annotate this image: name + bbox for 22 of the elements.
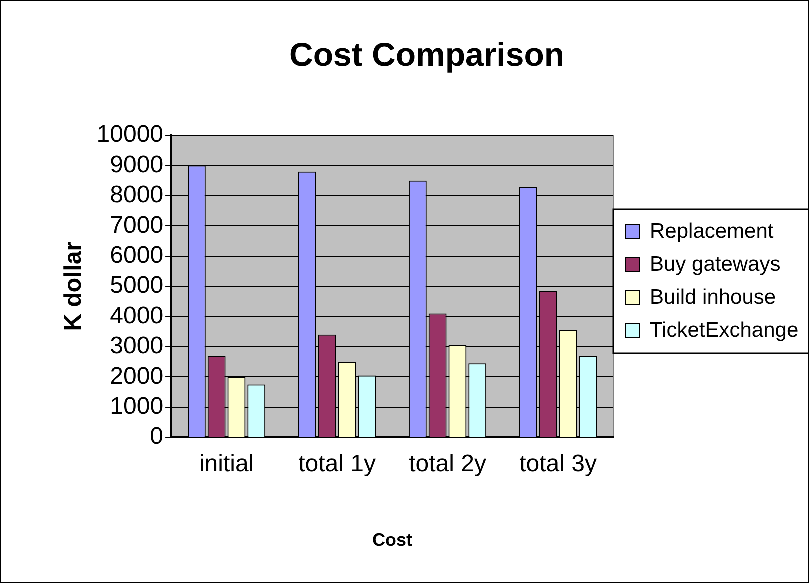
y-axis-title: K dollar (60, 242, 88, 332)
chart-title: Cost Comparison (289, 36, 565, 73)
legend-label: TicketExchange (650, 318, 799, 342)
y-tick-label: 1000 (110, 393, 164, 420)
x-tick-label: total 2y (409, 450, 486, 478)
y-tick-label: 7000 (110, 212, 164, 239)
y-tick-label: 8000 (110, 182, 164, 209)
x-tick-label: total 3y (520, 450, 597, 478)
x-tick-label: total 1y (298, 450, 376, 478)
y-tick-label: 0 (150, 423, 164, 450)
legend-label: Build inhouse (650, 286, 776, 309)
legend-label: Replacement (650, 220, 774, 243)
y-tick-label: 4000 (110, 302, 164, 330)
y-tick-label: 3000 (110, 332, 164, 360)
legend-label: Buy gateways (650, 252, 781, 276)
y-tick-label: 5000 (110, 272, 164, 300)
y-tick-label: 2000 (110, 362, 164, 390)
y-tick-label: 10000 (96, 121, 164, 148)
y-tick-label: 9000 (110, 151, 164, 178)
y-tick-label: 6000 (110, 242, 164, 270)
x-axis-title: Cost (372, 530, 413, 550)
x-tick-label: initial (199, 450, 254, 478)
